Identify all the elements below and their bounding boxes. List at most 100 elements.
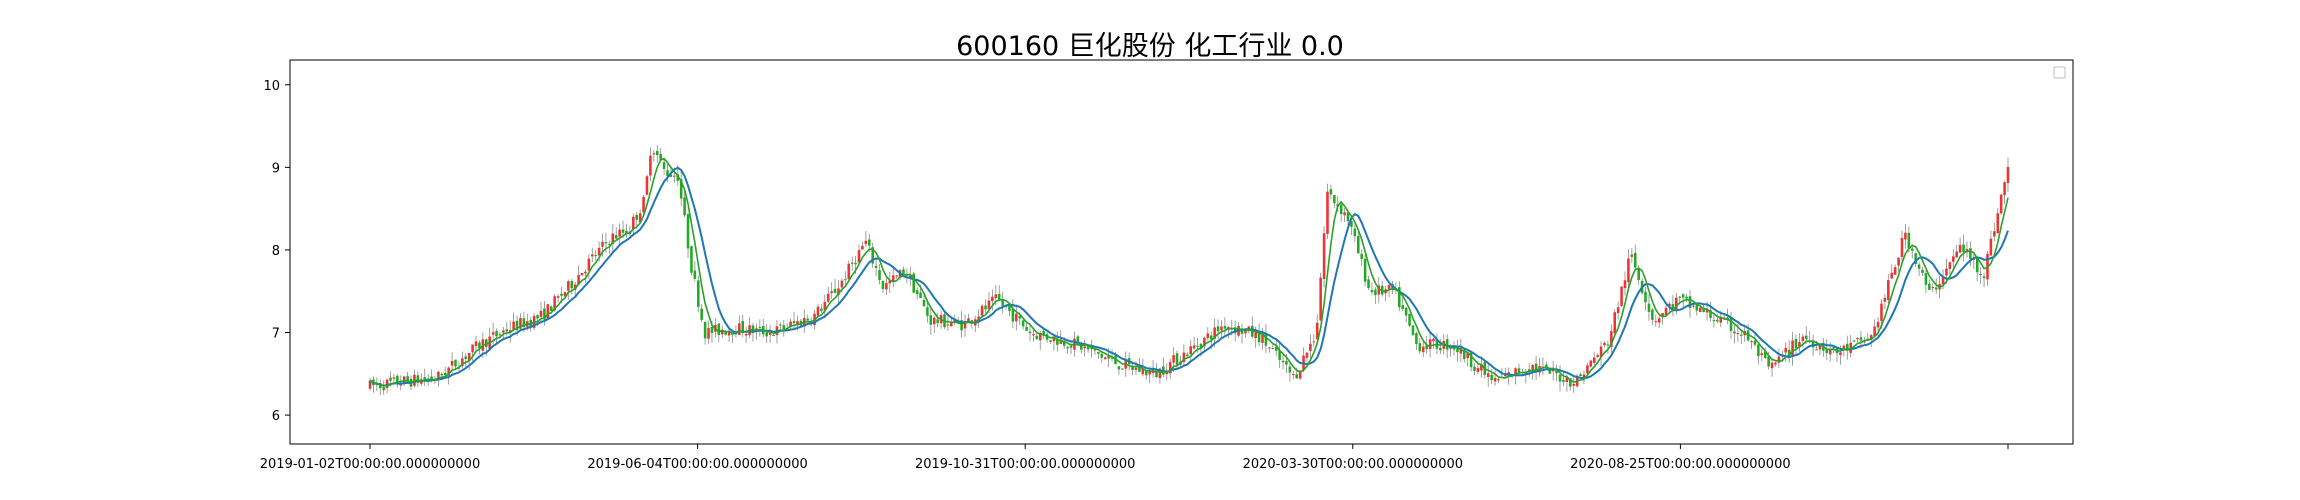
candle <box>1791 331 1794 366</box>
candle-body <box>1206 333 1210 338</box>
candle-body <box>1644 291 1647 303</box>
candle-body <box>1086 344 1090 350</box>
candle-body <box>915 290 919 295</box>
candle-body <box>1445 339 1449 350</box>
candle-body <box>1254 330 1257 339</box>
candle <box>546 303 550 320</box>
candle <box>1223 317 1227 336</box>
candle-body <box>1924 273 1928 285</box>
candle-body <box>1787 349 1791 356</box>
candle <box>1278 343 1281 369</box>
candle <box>556 293 560 303</box>
candle-body <box>1859 337 1863 341</box>
candle-body <box>1945 268 1948 276</box>
candle-body <box>2006 166 2010 184</box>
candle-body <box>1192 345 1196 349</box>
candle <box>392 373 396 383</box>
candle-body <box>1449 347 1452 349</box>
candle-body <box>967 318 970 323</box>
candle-body <box>1705 309 1709 313</box>
candle-body <box>1141 368 1145 375</box>
candle <box>652 149 656 162</box>
candle-body <box>498 334 502 336</box>
candle <box>1613 309 1617 336</box>
candle-body <box>854 262 857 265</box>
candle-body <box>758 326 762 328</box>
candle-body <box>932 317 936 325</box>
candle-body <box>909 275 912 279</box>
candle-body <box>430 376 433 380</box>
candle <box>748 317 751 339</box>
candle-body <box>1452 347 1456 350</box>
candle <box>454 359 457 369</box>
candle <box>1787 340 1791 363</box>
candle-body <box>1476 368 1480 372</box>
candle <box>758 319 762 337</box>
candle-body <box>768 332 772 335</box>
candle <box>1056 331 1059 352</box>
candle-body <box>1770 362 1774 369</box>
candle <box>1339 202 1343 223</box>
candle-body <box>396 375 399 385</box>
candle-body <box>1726 317 1729 320</box>
candle-body <box>1582 374 1586 378</box>
candle-body <box>1404 307 1408 316</box>
candle <box>1845 335 1849 360</box>
candle-body <box>847 263 851 280</box>
candle-body <box>1534 363 1538 371</box>
candle-body <box>1401 305 1405 310</box>
candle <box>1599 341 1603 367</box>
candle-body <box>461 358 464 367</box>
candle-body <box>1733 331 1736 334</box>
candle-body <box>1688 296 1692 308</box>
candle <box>580 272 584 276</box>
candle-body <box>1647 303 1651 312</box>
candle-body <box>765 332 768 337</box>
candle-body <box>1196 345 1199 347</box>
candle <box>1770 358 1774 377</box>
candle <box>1750 339 1753 349</box>
candle <box>372 376 375 393</box>
candle <box>1172 347 1175 373</box>
candle <box>1630 247 1634 264</box>
candle-body <box>649 155 652 176</box>
candle-body <box>1480 364 1483 371</box>
candle-body <box>1271 348 1275 350</box>
candle-body <box>1948 262 1952 269</box>
candle-body <box>867 239 871 246</box>
candle-body <box>560 293 563 296</box>
candle <box>833 279 837 294</box>
candle-body <box>1801 336 1805 341</box>
candle-body <box>1466 352 1469 359</box>
candle-body <box>1675 297 1678 310</box>
candle-body <box>1209 335 1213 340</box>
candle-body <box>556 296 560 298</box>
x-tick-label: 2019-06-04T00:00:00.000000000 <box>587 457 807 472</box>
candle <box>1688 289 1692 318</box>
candle <box>1186 352 1189 357</box>
candle-body <box>720 331 724 335</box>
candle <box>1975 255 1979 282</box>
candle <box>1367 275 1370 291</box>
candle-body <box>1637 268 1640 280</box>
candle-body <box>1056 338 1059 345</box>
candle-body <box>1018 315 1022 319</box>
candle-body <box>1411 325 1415 335</box>
candle-body <box>399 384 403 386</box>
candle-body <box>744 333 748 336</box>
candle <box>1083 339 1086 357</box>
candle-body <box>1203 337 1206 347</box>
candle-body <box>885 283 888 290</box>
candle <box>1661 312 1664 325</box>
candle <box>1008 305 1011 317</box>
candle <box>1849 335 1852 358</box>
candle-body <box>1168 362 1172 374</box>
candle-body <box>1021 320 1025 327</box>
candle-body <box>1117 366 1121 370</box>
candle-body <box>1630 254 1634 257</box>
candle-body <box>1958 244 1962 253</box>
candle <box>1257 323 1261 347</box>
candle <box>1312 334 1316 348</box>
candle-body <box>1083 346 1086 349</box>
candle-body <box>1972 258 1976 260</box>
